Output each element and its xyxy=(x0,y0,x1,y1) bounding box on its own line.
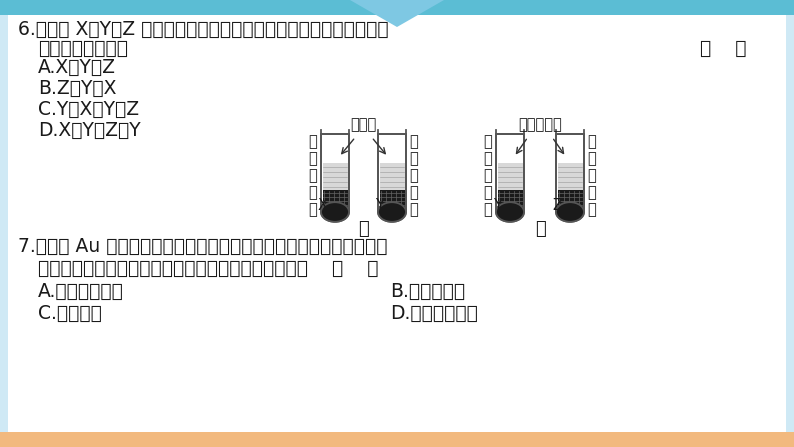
Ellipse shape xyxy=(556,202,584,222)
Ellipse shape xyxy=(378,202,406,222)
Text: 明: 明 xyxy=(588,151,596,166)
Text: D.放在稀硫酸中: D.放在稀硫酸中 xyxy=(390,304,478,323)
Bar xyxy=(380,190,404,212)
Ellipse shape xyxy=(321,202,349,222)
Bar xyxy=(380,163,404,190)
Text: 甲: 甲 xyxy=(358,220,369,238)
Text: D.X＞Y，Z＞Y: D.X＞Y，Z＞Y xyxy=(38,121,141,140)
Bar xyxy=(557,163,583,190)
Ellipse shape xyxy=(378,202,406,222)
Text: Y: Y xyxy=(376,198,384,213)
Ellipse shape xyxy=(556,202,584,222)
Text: 银: 银 xyxy=(484,202,492,217)
Text: 乙: 乙 xyxy=(534,220,545,238)
Text: 成: 成 xyxy=(309,202,318,217)
Bar xyxy=(0,432,794,447)
Text: 化: 化 xyxy=(410,202,418,217)
Text: （    ）: （ ） xyxy=(700,39,746,58)
Bar xyxy=(498,163,522,190)
Text: 外形与黄金相似。下列不能区分黄金与假黄金的方案是    （    ）: 外形与黄金相似。下列不能区分黄金与假黄金的方案是 （ ） xyxy=(38,259,379,278)
Text: 明: 明 xyxy=(410,151,418,166)
Text: Z: Z xyxy=(553,198,563,213)
Text: 表: 表 xyxy=(484,134,492,149)
Bar xyxy=(322,190,348,212)
Text: 显: 显 xyxy=(588,168,596,183)
Text: B.Z＞Y＞X: B.Z＞Y＞X xyxy=(38,79,117,98)
Bar xyxy=(380,135,404,163)
Bar xyxy=(322,135,348,163)
Text: 稀硫酸: 稀硫酸 xyxy=(350,117,376,132)
Bar xyxy=(557,190,583,212)
Text: 硝酸银溶液: 硝酸银溶液 xyxy=(518,117,562,132)
Text: 6.为比较 X、Y、Z 三种金属活动性强弱，进行如图所示的实验。下列: 6.为比较 X、Y、Z 三种金属活动性强弱，进行如图所示的实验。下列 xyxy=(18,20,388,39)
Text: 有: 有 xyxy=(309,134,318,149)
Bar xyxy=(378,134,406,212)
Text: 无: 无 xyxy=(588,134,596,149)
Bar xyxy=(378,134,406,212)
Polygon shape xyxy=(350,0,444,27)
Text: A.X＞Y＞Z: A.X＞Y＞Z xyxy=(38,58,116,77)
Text: C.观察颜色: C.观察颜色 xyxy=(38,304,102,323)
Bar xyxy=(496,134,524,212)
Bar xyxy=(321,134,349,212)
Text: 生: 生 xyxy=(309,185,318,200)
Text: C.Y＞X，Y＞Z: C.Y＞X，Y＞Z xyxy=(38,100,139,119)
Bar xyxy=(322,163,348,190)
Ellipse shape xyxy=(321,202,349,222)
Text: 显: 显 xyxy=(410,168,418,183)
Text: 变: 变 xyxy=(410,185,418,200)
Bar xyxy=(556,134,584,212)
Text: X: X xyxy=(318,198,328,213)
Bar xyxy=(0,0,794,15)
Bar xyxy=(496,134,524,212)
Text: 析: 析 xyxy=(484,168,492,183)
Text: 变: 变 xyxy=(588,185,596,200)
Bar xyxy=(498,135,522,163)
Text: 7.黄金是 Au 的单质，化学性质很稳定。而假黄金是铜锌合金，颜色、: 7.黄金是 Au 的单质，化学性质很稳定。而假黄金是铜锌合金，颜色、 xyxy=(18,237,387,256)
Text: 化: 化 xyxy=(588,202,596,217)
Bar xyxy=(498,190,522,212)
Text: 体: 体 xyxy=(309,168,318,183)
Text: 面: 面 xyxy=(484,151,492,166)
Bar xyxy=(556,134,584,212)
Bar xyxy=(321,134,349,212)
Text: 实验结论正确的是: 实验结论正确的是 xyxy=(38,39,128,58)
Text: A.在空气中灼烧: A.在空气中灼烧 xyxy=(38,282,124,301)
Ellipse shape xyxy=(496,202,524,222)
Text: 无: 无 xyxy=(410,134,418,149)
Text: B.放在盐酸中: B.放在盐酸中 xyxy=(390,282,465,301)
Text: 气: 气 xyxy=(309,151,318,166)
Text: Y: Y xyxy=(493,198,503,213)
Text: 出: 出 xyxy=(484,185,492,200)
Ellipse shape xyxy=(496,202,524,222)
Bar xyxy=(557,135,583,163)
